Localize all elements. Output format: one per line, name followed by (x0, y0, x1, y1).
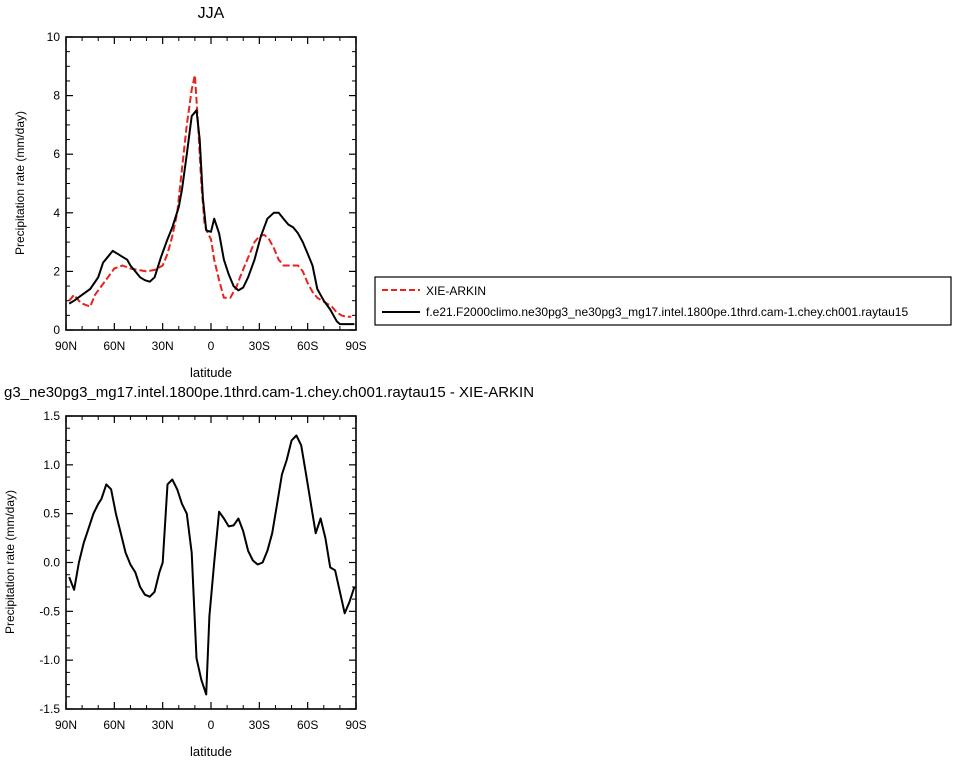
bottom-y-tick-label: -1.0 (39, 653, 60, 667)
bottom-x-tick-label: 60N (103, 718, 125, 732)
top-y-tick-label: 10 (47, 30, 61, 44)
bottom-x-tick-label: 30S (249, 718, 270, 732)
top-x-tick-label: 90S (345, 339, 366, 353)
legend-label-model: f.e21.F2000climo.ne30pg3_ne30pg3_mg17.in… (426, 305, 908, 319)
bottom-chart-panel: g3_ne30pg3_mg17.intel.1800pe.1thrd.cam-1… (3, 384, 534, 759)
top-y-tick-label: 4 (53, 206, 60, 220)
top-y-tick-label: 0 (53, 323, 60, 337)
top-x-axis-label: latitude (190, 365, 232, 380)
chart-canvas: JJA 90N 60N 30N 0 30S 60S 90S0246810 latitude … (0, 0, 958, 762)
bottom-x-tick-label: 90N (55, 718, 77, 732)
top-y-tick-label: 6 (53, 147, 60, 161)
top-y-axis-label: Precipitation rate (mm/day) (13, 111, 27, 255)
bottom-y-tick-label: 1.0 (43, 458, 60, 472)
bottom-x-tick-label: 30N (152, 718, 174, 732)
top-x-tick-label: 30S (249, 339, 270, 353)
top-chart-title: JJA (198, 5, 225, 22)
bottom-x-axis-label: latitude (190, 744, 232, 759)
top-x-tick-label: 30N (152, 339, 174, 353)
bottom-chart-title: g3_ne30pg3_mg17.intel.1800pe.1thrd.cam-1… (4, 384, 534, 401)
bottom-series-line-difference (69, 436, 354, 695)
bottom-y-tick-label: -1.5 (39, 702, 60, 716)
bottom-y-axis-label: Precipitation rate (mm/day) (3, 490, 17, 634)
bottom-plot-frame (66, 416, 356, 709)
bottom-y-tick-label: 0.0 (43, 556, 60, 570)
top-x-tick-label: 60S (297, 339, 318, 353)
bottom-y-tick-label: -0.5 (39, 604, 60, 618)
bottom-x-tick-label: 60S (297, 718, 318, 732)
top-plot-frame (66, 37, 356, 330)
top-y-tick-label: 2 (53, 264, 60, 278)
bottom-y-tick-label: 0.5 (43, 507, 60, 521)
legend-label-xie-arkin: XIE-ARKIN (426, 284, 486, 298)
top-x-tick-label: 60N (103, 339, 125, 353)
bottom-x-tick-label: 0 (208, 718, 215, 732)
bottom-y-tick-label: 1.5 (43, 409, 60, 423)
top-series-line-xie-arkin (69, 75, 351, 317)
legend: XIE-ARKIN f.e21.F2000climo.ne30pg3_ne30p… (375, 277, 951, 325)
top-x-tick-label: 0 (208, 339, 215, 353)
bottom-x-tick-label: 90S (345, 718, 366, 732)
top-x-tick-label: 90N (55, 339, 77, 353)
top-y-tick-label: 8 (53, 89, 60, 103)
